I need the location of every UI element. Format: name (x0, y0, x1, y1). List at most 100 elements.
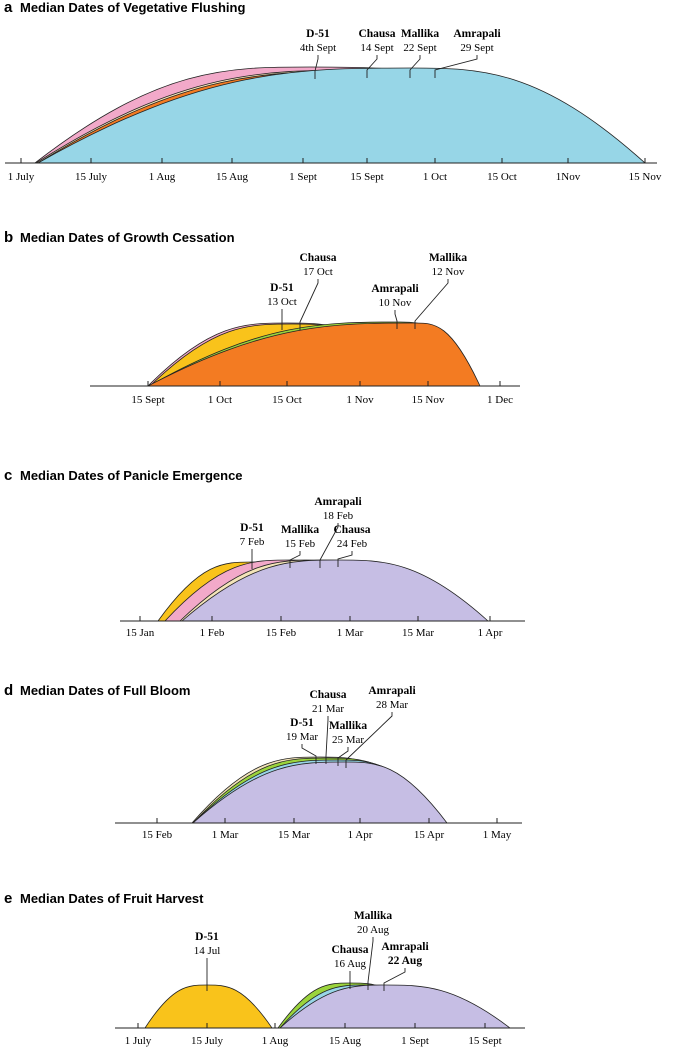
variety-name: D-51 (270, 282, 294, 294)
median-date: 22 Sept (403, 42, 436, 54)
curve (144, 984, 273, 1029)
curve (191, 761, 448, 824)
median-date: 13 Oct (267, 296, 297, 308)
leader-line (434, 55, 478, 78)
variety-name: Mallika (354, 910, 393, 922)
leader-line (414, 279, 449, 329)
tick-label: 1 Aug (262, 1035, 289, 1047)
median-date: 29 Sept (460, 42, 493, 54)
median-date: 14 Jul (194, 945, 221, 957)
tick-label: 15 Mar (402, 627, 434, 639)
tick-label: 15 Apr (414, 829, 445, 841)
tick-label: 15 Mar (278, 829, 310, 841)
median-date: 15 Feb (285, 538, 316, 550)
tick-label: 15 Sept (350, 171, 383, 183)
median-date: 17 Oct (303, 266, 333, 278)
median-date: 28 Mar (376, 699, 408, 711)
variety-name: D-51 (306, 28, 330, 40)
variety-name: Amrapali (368, 685, 416, 697)
leader-line (337, 551, 353, 567)
variety-name: Chausa (299, 252, 336, 264)
variety-name: Chausa (309, 689, 346, 701)
leader-line (301, 744, 317, 764)
tick-label: 15 Aug (216, 171, 249, 183)
variety-name: Mallika (401, 28, 440, 40)
leader-line (383, 968, 406, 991)
panel-title: Median Dates of Growth Cessation (20, 230, 235, 245)
tick-label: 1 Oct (208, 394, 232, 406)
tick-label: 15 Nov (629, 171, 662, 183)
leader-line (289, 551, 301, 568)
median-date: 14 Sept (360, 42, 393, 54)
leader-line (314, 55, 319, 79)
leader-line (325, 716, 329, 764)
median-date: 4th Sept (300, 42, 336, 54)
median-date: 22 Aug (388, 955, 422, 967)
tick-label: 1 July (8, 171, 35, 183)
variety-name: D-51 (290, 717, 314, 729)
panel-letter: c (4, 467, 12, 484)
leader-line (319, 523, 339, 568)
variety-name: Amrapali (314, 496, 362, 508)
leader-line (394, 310, 398, 329)
leader-line (337, 747, 349, 766)
panel-letter: a (4, 0, 13, 16)
tick-label: 1 Sept (401, 1035, 429, 1047)
curve (36, 67, 647, 164)
median-date: 16 Aug (334, 958, 367, 970)
leader-line (367, 937, 374, 990)
panel-title: Median Dates of Fruit Harvest (20, 891, 204, 906)
tick-label: 1 Dec (487, 394, 513, 406)
tick-label: 1 Oct (423, 171, 447, 183)
median-date: 24 Feb (337, 538, 368, 550)
tick-label: 15 Oct (272, 394, 302, 406)
variety-name: D-51 (195, 931, 219, 943)
panel-letter: d (4, 682, 13, 699)
leader-line (299, 279, 319, 330)
median-date: 20 Aug (357, 924, 390, 936)
tick-label: 1 Apr (478, 627, 503, 639)
tick-label: 15 Aug (329, 1035, 362, 1047)
tick-label: 1 Nov (346, 394, 374, 406)
variety-name: Mallika (281, 524, 320, 536)
tick-label: 1 Mar (212, 829, 239, 841)
median-date: 7 Feb (240, 536, 265, 548)
leader-line (366, 55, 378, 78)
curve (147, 322, 481, 387)
tick-label: 1Nov (556, 171, 581, 183)
median-date: 18 Feb (323, 510, 354, 522)
leader-line (409, 55, 421, 78)
tick-label: 15 Feb (266, 627, 297, 639)
median-date: 25 Mar (332, 734, 364, 746)
tick-label: 1 Mar (337, 627, 364, 639)
median-date: 12 Nov (432, 266, 465, 278)
tick-label: 15 Sept (131, 394, 164, 406)
tick-label: 1 Aug (149, 171, 176, 183)
median-date: 10 Nov (379, 297, 412, 309)
median-date: 21 Mar (312, 703, 344, 715)
tick-label: 15 July (75, 171, 108, 183)
variety-name: Mallika (329, 720, 368, 732)
tick-label: 15 Jan (126, 627, 155, 639)
variety-name: Amrapali (371, 283, 419, 295)
tick-label: 1 May (483, 829, 512, 841)
variety-name: D-51 (240, 522, 264, 534)
tick-label: 15 Feb (142, 829, 173, 841)
tick-label: 15 July (191, 1035, 224, 1047)
tick-label: 1 Sept (289, 171, 317, 183)
variety-name: Chausa (333, 524, 370, 536)
tick-label: 15 Sept (468, 1035, 501, 1047)
curve (278, 984, 512, 1029)
tick-label: 1 Feb (200, 627, 225, 639)
panel-letter: b (4, 229, 13, 246)
leader-line (345, 712, 393, 768)
variety-name: Mallika (429, 252, 468, 264)
panel-title: Median Dates of Full Bloom (20, 683, 190, 698)
median-date: 19 Mar (286, 731, 318, 743)
panel-title: Median Dates of Panicle Emergence (20, 468, 243, 483)
variety-name: Amrapali (381, 941, 429, 953)
tick-label: 15 Nov (412, 394, 445, 406)
panel-title: Median Dates of Vegetative Flushing (20, 0, 245, 15)
tick-label: 1 Apr (348, 829, 373, 841)
